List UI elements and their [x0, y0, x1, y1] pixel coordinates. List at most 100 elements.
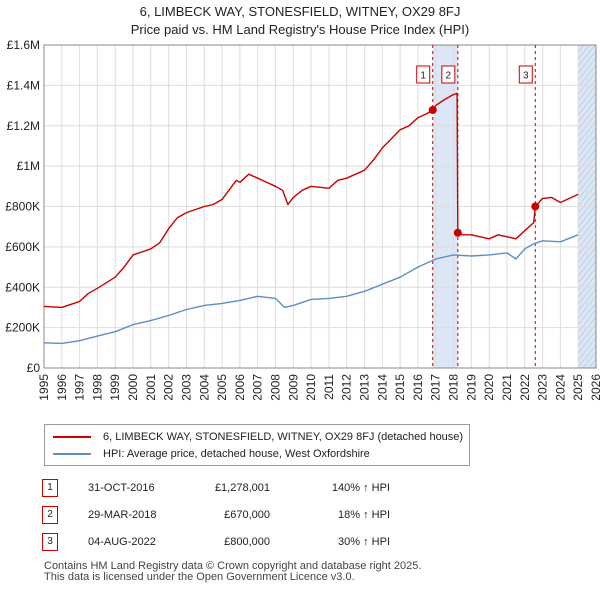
hatch-line — [588, 358, 596, 368]
hatch-line — [577, 190, 596, 214]
hatch-line — [577, 85, 596, 109]
legend-hpi-label: HPI: Average price, detached house, West… — [103, 448, 370, 460]
hatch-line — [577, 225, 596, 249]
x-tick-label: 2006 — [233, 374, 247, 401]
legend: 6, LIMBECK WAY, STONESFIELD, WITNEY, OX2… — [44, 424, 470, 466]
sale-number-badge: 2 — [42, 505, 58, 524]
sale-number-badge: 3 — [42, 532, 58, 551]
sale-date: 31-OCT-2016 — [88, 481, 155, 494]
hatch-line — [577, 288, 596, 312]
x-tick-label: 2004 — [197, 374, 211, 401]
x-tick-label: 1995 — [37, 374, 51, 401]
hatch-line — [577, 267, 596, 291]
x-tick-label: 2017 — [429, 374, 443, 401]
x-tick-label: 2024 — [553, 374, 567, 401]
y-tick-label: £600K — [5, 240, 40, 254]
y-tick-label: £1.6M — [7, 38, 40, 52]
hatch-line — [577, 50, 596, 74]
sale-price: £1,278,001 — [214, 481, 270, 494]
hatch-line — [577, 99, 596, 123]
x-tick-label: 2002 — [162, 374, 176, 401]
x-tick-label: 2018 — [447, 374, 461, 401]
x-tick-label: 2003 — [179, 374, 193, 401]
hatch-line — [577, 246, 596, 270]
hatch-line — [577, 127, 596, 151]
hatch-line — [577, 183, 596, 207]
sale-marker-box — [518, 65, 533, 84]
legend-property-label: 6, LIMBECK WAY, STONESFIELD, WITNEY, OX2… — [103, 431, 464, 443]
sale-point — [428, 106, 437, 115]
hatch-line — [577, 134, 596, 158]
hatch-line — [578, 45, 579, 46]
sale-marker-label: 1 — [420, 71, 426, 82]
hatch-line — [577, 45, 596, 67]
hatch-line — [577, 260, 596, 284]
footer-copyright: Contains HM Land Registry data © Crown c… — [44, 560, 422, 572]
sale-marker-label: 3 — [523, 71, 529, 82]
sale-date: 29-MAR-2018 — [88, 508, 157, 521]
hatch-line — [577, 162, 596, 186]
table-row: 1 31-OCT-2016 £1,278,001 140% ↑ HPI — [42, 474, 390, 501]
hatch-line — [577, 45, 590, 60]
table-row: 3 04-AUG-2022 £800,000 30% ↑ HPI — [42, 528, 390, 555]
hatch-line — [577, 295, 596, 319]
price-chart: £0 £200K £400K £600K £800K £1M £1.2M £1.4M £1.6M… — [5, 38, 600, 401]
hatch-line — [577, 57, 596, 81]
sale-marker-box — [416, 65, 431, 84]
hatch-line — [577, 71, 596, 95]
hatch-line — [577, 113, 596, 137]
hatch-line — [577, 141, 596, 165]
x-tick-label: 2005 — [215, 374, 229, 401]
sale-number-badge: 1 — [42, 478, 58, 497]
x-tick-label: 2001 — [144, 374, 158, 401]
sale-price: £800,000 — [224, 535, 270, 548]
hatch-line — [577, 197, 596, 221]
x-tick-label: 1999 — [108, 374, 122, 401]
legend-property: 6, LIMBECK WAY, STONESFIELD, WITNEY, OX2… — [53, 429, 463, 445]
hatch-line — [577, 64, 596, 88]
hatch-line — [577, 281, 596, 305]
sales-table: 1 31-OCT-2016 £1,278,001 140% ↑ HPI 2 29… — [42, 474, 390, 555]
hatch-line — [577, 45, 585, 53]
x-tick-label: 2011 — [322, 374, 336, 400]
hatch-line — [577, 120, 596, 144]
y-tick-label: £1.2M — [7, 119, 40, 133]
hatch-line — [577, 148, 596, 172]
x-tick-label: 2026 — [589, 374, 600, 401]
hatch-line — [577, 204, 596, 228]
y-tick-label: £200K — [5, 321, 40, 335]
chart-subtitle: Price paid vs. HM Land Registry's House … — [130, 22, 470, 37]
plot-frame — [43, 44, 597, 369]
hatch-line — [577, 169, 596, 193]
sale-point — [453, 228, 462, 237]
y-tick-label: £0 — [27, 361, 41, 375]
x-tick-label: 2014 — [375, 374, 389, 401]
sale-marker-label: 2 — [446, 71, 452, 82]
hatch-line — [577, 337, 596, 361]
sale-hpi-change: 30% ↑ HPI — [338, 535, 390, 548]
x-tick-label: 1998 — [90, 374, 104, 401]
x-tick-label: 2010 — [304, 374, 318, 401]
footer: Contains HM Land Registry data © Crown c… — [44, 561, 421, 583]
x-tick-label: 2021 — [500, 374, 514, 401]
x-tick-label: 1996 — [55, 374, 69, 401]
hatch-line — [577, 344, 596, 368]
y-tick-label: £400K — [5, 280, 40, 294]
x-tick-label: 2007 — [251, 374, 265, 401]
hatch-line — [577, 232, 596, 256]
table-row: 2 29-MAR-2018 £670,000 18% ↑ HPI — [42, 501, 390, 528]
x-tick-label: 2023 — [536, 374, 550, 401]
x-tick-label: 2025 — [571, 374, 585, 401]
legend-property-line — [53, 436, 91, 438]
hatch-line — [577, 253, 596, 277]
hatch-line — [577, 218, 596, 242]
hatch-line — [577, 92, 596, 116]
x-tick-label: 2009 — [286, 374, 300, 401]
hatch-line — [577, 274, 596, 298]
footer-licence: This data is licensed under the Open Gov… — [44, 571, 355, 583]
chart-title: 6, LIMBECK WAY, STONESFIELD, WITNEY, OX2… — [139, 4, 461, 19]
hatch-line — [577, 155, 596, 179]
property-price-line — [43, 92, 579, 309]
sale-date: 04-AUG-2022 — [88, 535, 156, 548]
hatch-line — [577, 78, 596, 102]
